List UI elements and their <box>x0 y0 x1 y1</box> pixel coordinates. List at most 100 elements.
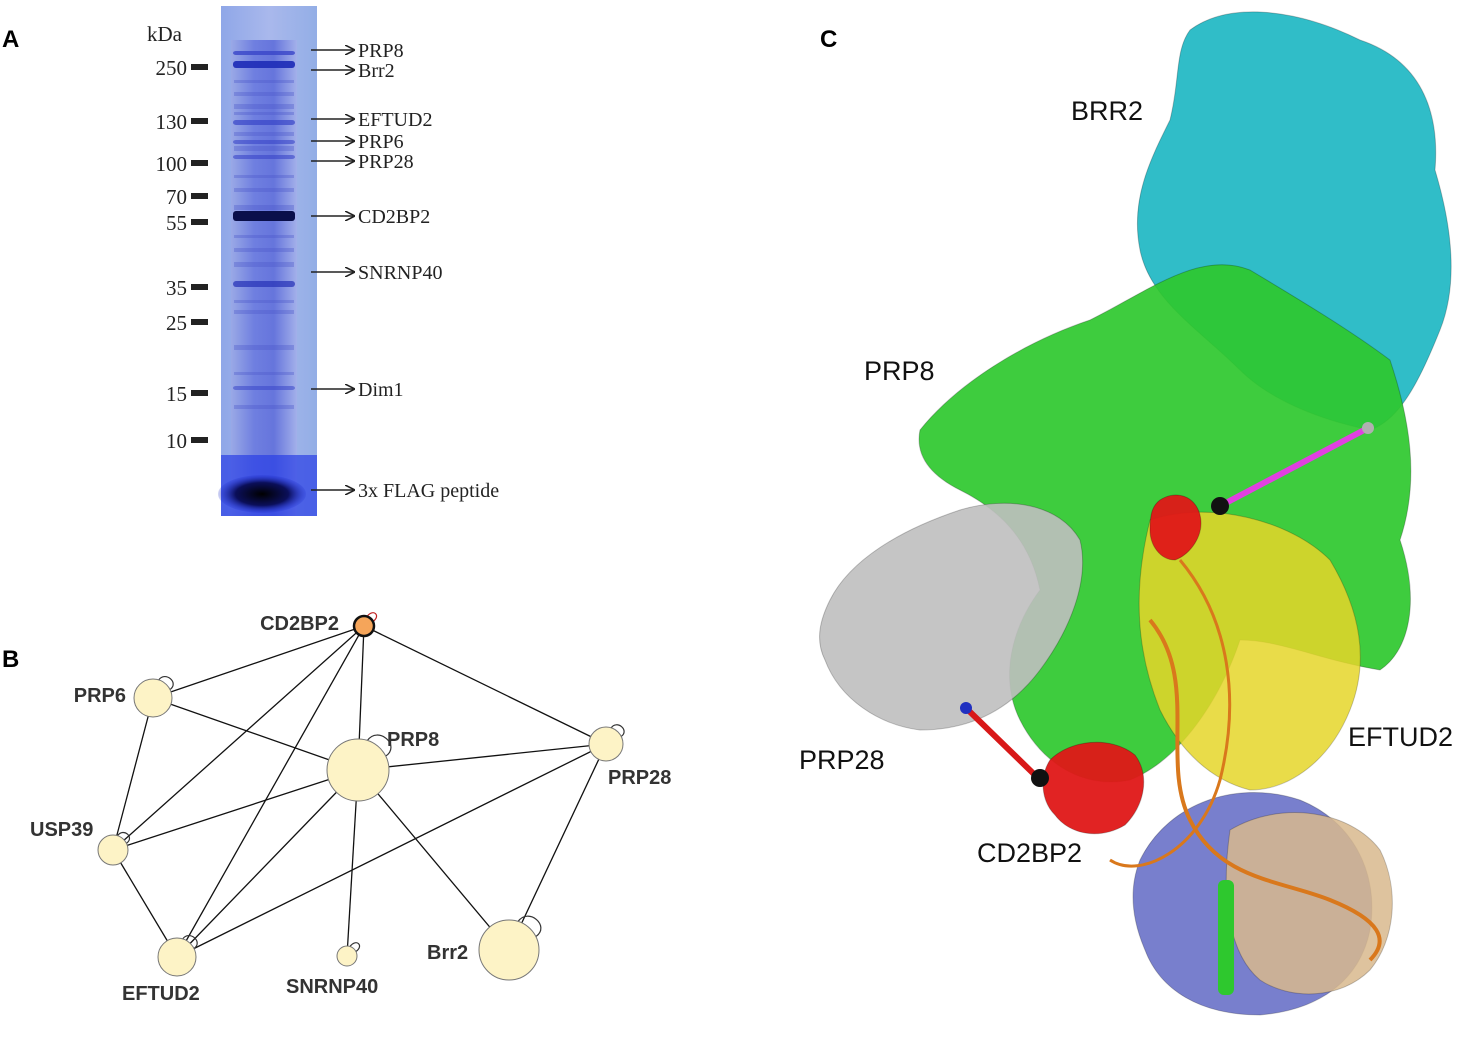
node-circle <box>354 616 374 636</box>
faint-band <box>234 112 294 115</box>
node-label: CD2BP2 <box>260 613 339 635</box>
faint-band <box>234 405 294 409</box>
ladder-label-55: 55 <box>166 211 187 235</box>
gel-band-prp28 <box>233 155 295 159</box>
ladder-label-130: 130 <box>156 110 188 134</box>
crosslink-end <box>1362 422 1374 434</box>
node-prp6: PRP6 <box>74 677 173 717</box>
structure-label-eftud2: EFTUD2 <box>1348 722 1453 752</box>
band-label-prp6: PRP6 <box>358 131 404 153</box>
node-circle <box>98 835 128 865</box>
gel-lane <box>231 40 297 516</box>
edge-prp8-usp39 <box>113 770 358 850</box>
faint-band <box>234 188 294 192</box>
edge-cd2bp2-usp39 <box>113 626 364 850</box>
gel-band-snrnp40 <box>233 281 295 287</box>
node-circle <box>158 938 196 976</box>
node-label: EFTUD2 <box>122 983 200 1005</box>
node-label: Brr2 <box>427 942 468 964</box>
faint-band <box>234 175 294 178</box>
edge-prp6-usp39 <box>113 698 153 850</box>
structure-label-prp28: PRP28 <box>799 745 885 775</box>
cryo-structure-panel: BRR2 PRP8 PRP28 EFTUD2 CD2BP2 <box>799 12 1453 1015</box>
node-label: USP39 <box>30 819 93 841</box>
edge-cd2bp2-prp28 <box>364 626 606 744</box>
ladder-label-35: 35 <box>166 276 187 300</box>
cd2bp2-domain-lower <box>1043 742 1144 833</box>
faint-band <box>234 80 294 83</box>
faint-band <box>234 345 294 350</box>
gel-band-eftud2 <box>233 120 295 125</box>
faint-band <box>234 235 294 238</box>
band-label-prp8: PRP8 <box>358 40 404 62</box>
faint-band <box>234 104 294 109</box>
ladder-tick <box>191 284 208 290</box>
ladder-tick <box>191 437 208 443</box>
band-label-cd2bp2: CD2BP2 <box>358 206 430 228</box>
structure-domains <box>820 12 1452 1015</box>
faint-band <box>234 372 294 375</box>
structure-label-cd2bp2: CD2BP2 <box>977 838 1082 868</box>
faint-band <box>234 262 294 267</box>
interaction-network: CD2BP2 PRP6 PRP8 PRP28 USP39 EFTUD2 SNRNP40 Brr… <box>30 613 671 1005</box>
node-prp28: PRP28 <box>589 725 671 789</box>
node-snrnp40: SNRNP40 <box>286 943 378 998</box>
gel-band-cd2bp2 <box>233 211 295 221</box>
faint-band <box>234 205 294 210</box>
gel-band-prp6 <box>233 140 295 144</box>
ladder-label-70: 70 <box>166 185 187 209</box>
ladder-label-100: 100 <box>156 152 188 176</box>
edge-prp28-eftud2 <box>177 744 606 957</box>
edge-prp8-brr2 <box>358 770 509 950</box>
faint-band <box>234 248 294 252</box>
node-brr2: Brr2 <box>427 916 541 980</box>
prp8-helix <box>1218 880 1234 995</box>
node-usp39: USP39 <box>30 819 129 865</box>
ladder-label-25: 25 <box>166 311 187 335</box>
node-circle <box>479 920 539 980</box>
ladder-tick <box>191 118 208 124</box>
node-cd2bp2: CD2BP2 <box>260 613 376 636</box>
gel-band-dim1 <box>233 386 295 390</box>
node-label: PRP8 <box>387 729 439 751</box>
ladder-label-10: 10 <box>166 429 187 453</box>
node-prp8: PRP8 <box>327 729 439 801</box>
band-label-brr2: Brr2 <box>358 60 395 82</box>
node-circle <box>134 679 172 717</box>
edge-cd2bp2-prp6 <box>153 626 364 698</box>
band-label-prp28: PRP28 <box>358 151 414 173</box>
band-label-3x-flag-peptide: 3x FLAG peptide <box>358 480 499 502</box>
edge-prp6-prp8 <box>153 698 358 770</box>
tan-domain <box>1226 813 1392 994</box>
node-eftud2: EFTUD2 <box>122 936 200 1005</box>
crosslink-end <box>1031 769 1049 787</box>
node-circle <box>337 946 357 966</box>
ladder-tick <box>191 193 208 199</box>
gel-band-prp8 <box>233 51 295 55</box>
ladder-label-15: 15 <box>166 382 187 406</box>
ladder-tick <box>191 390 208 396</box>
edge-prp28-brr2 <box>509 744 606 950</box>
gel-band-3x-flag-peptide <box>218 475 306 513</box>
faint-band <box>234 310 294 314</box>
structure-label-prp8: PRP8 <box>864 356 935 386</box>
node-circle <box>589 727 623 761</box>
node-label: SNRNP40 <box>286 976 378 998</box>
node-circle <box>327 739 389 801</box>
node-label: PRP6 <box>74 685 126 707</box>
ladder-tick <box>191 160 208 166</box>
kda-unit-label: kDa <box>147 22 183 46</box>
ladder-label-250: 250 <box>156 56 188 80</box>
faint-band <box>234 300 294 303</box>
structure-label-brr2: BRR2 <box>1071 96 1143 126</box>
band-label-eftud2: EFTUD2 <box>358 109 432 131</box>
gel-band-brr2 <box>233 61 295 68</box>
ladder-tick <box>191 219 208 225</box>
node-label: PRP28 <box>608 767 671 789</box>
faint-band <box>234 132 294 136</box>
ladder-tick <box>191 64 208 70</box>
ladder-tick <box>191 319 208 325</box>
